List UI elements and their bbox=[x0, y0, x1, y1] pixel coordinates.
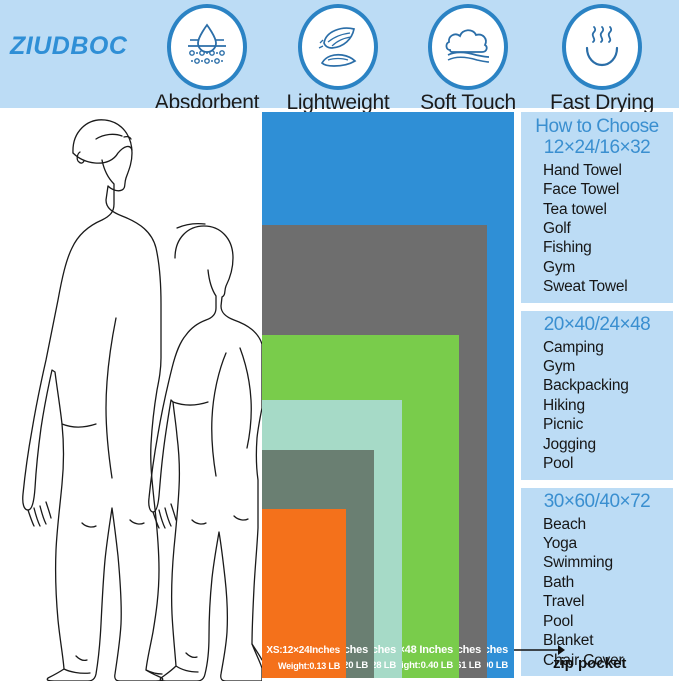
list-item: Hand Towel bbox=[543, 161, 622, 179]
steam-drying-icon bbox=[562, 4, 642, 90]
zip-pocket-label: zip pocket bbox=[553, 655, 627, 672]
feature-label: Absdorbent bbox=[154, 91, 260, 114]
list-item: Sweat Towel bbox=[543, 278, 628, 296]
feature-soft-touch: Soft Touch bbox=[404, 4, 532, 113]
feature-label: Fast Drying bbox=[549, 91, 655, 114]
panel-large-sizes: 30×60/40×72 Beach Yoga Swimming Bath Tra… bbox=[521, 487, 673, 676]
list-item: Golf bbox=[543, 220, 571, 237]
list-item: Travel bbox=[543, 593, 585, 611]
list-item: Picnic bbox=[543, 416, 584, 434]
list-item: Fishing bbox=[543, 239, 592, 257]
feature-absorbent: Absdorbent bbox=[143, 4, 271, 113]
list-item: Gym bbox=[543, 258, 576, 276]
how-to-choose-panels: How to Choose 12×24/16×32 Hand Towel Fac… bbox=[521, 112, 673, 684]
water-drop-absorbent-icon bbox=[167, 4, 247, 90]
list-item: Chair Cover bbox=[543, 651, 624, 669]
feature-label: Lightweight bbox=[286, 91, 390, 114]
panel-small-sizes: How to Choose 12×24/16×32 Hand Towel Fac… bbox=[521, 112, 673, 303]
body-outline-illustration bbox=[22, 119, 262, 681]
list-item: Beach bbox=[543, 515, 586, 533]
list-item: Bath bbox=[543, 573, 575, 591]
list-item: Pool bbox=[543, 455, 574, 473]
female-body-outline bbox=[148, 222, 262, 681]
size-block-weight: Weight:0.40 LB bbox=[387, 660, 453, 671]
list-item: Face Towel bbox=[543, 181, 620, 199]
list-item: Yoga bbox=[543, 534, 577, 552]
list-item: Tea towel bbox=[543, 200, 607, 218]
list-item: Hiking bbox=[543, 396, 585, 414]
feature-lightweight: Lightweight bbox=[274, 4, 402, 113]
panel-size-range: 12×24/16×32 bbox=[543, 136, 651, 158]
body-figures bbox=[0, 108, 262, 681]
panel-use-list: Beach Yoga Swimming Bath Travel Pool Bla… bbox=[521, 515, 673, 671]
size-block-label: XS:12×24Inches bbox=[266, 645, 340, 656]
header-banner: ZIUDBOC bbox=[0, 0, 679, 113]
panel-size-range: 30×60/40×72 bbox=[543, 490, 651, 512]
male-body-outline bbox=[22, 119, 164, 681]
panel-size-range: 20×40/24×48 bbox=[543, 313, 651, 335]
cloud-icon bbox=[428, 4, 508, 90]
panel-use-list: Camping Gym Backpacking Hiking Picnic Jo… bbox=[521, 338, 673, 474]
panel-heading: How to Choose bbox=[535, 116, 659, 137]
feature-fast-drying: Fast Drying bbox=[538, 4, 666, 113]
list-item: Jogging bbox=[543, 435, 596, 453]
feature-label: Soft Touch bbox=[420, 91, 516, 114]
list-item: Backpacking bbox=[543, 377, 629, 395]
list-item: Pool bbox=[543, 612, 574, 630]
size-block-weight: Weight:0.13 LB bbox=[277, 661, 340, 671]
panel-medium-sizes: 20×40/24×48 Camping Gym Backpacking Hiki… bbox=[521, 310, 673, 480]
feather-on-hand-icon bbox=[298, 4, 378, 90]
list-item: Blanket bbox=[543, 632, 594, 650]
size-comparison-blocks: XXL:40×72 Inches Weight:0.90 LB XL:30×60… bbox=[262, 112, 514, 678]
panel-use-list: Hand Towel Face Towel Tea towel Golf Fis… bbox=[521, 161, 673, 297]
list-item: Gym bbox=[543, 358, 576, 376]
size-block-xs[interactable]: XS:12×24Inches Weight:0.13 LB bbox=[262, 509, 346, 678]
list-item: Camping bbox=[543, 338, 604, 356]
brand-logo: ZIUDBOC bbox=[10, 32, 128, 60]
list-item: Swimming bbox=[543, 554, 613, 572]
